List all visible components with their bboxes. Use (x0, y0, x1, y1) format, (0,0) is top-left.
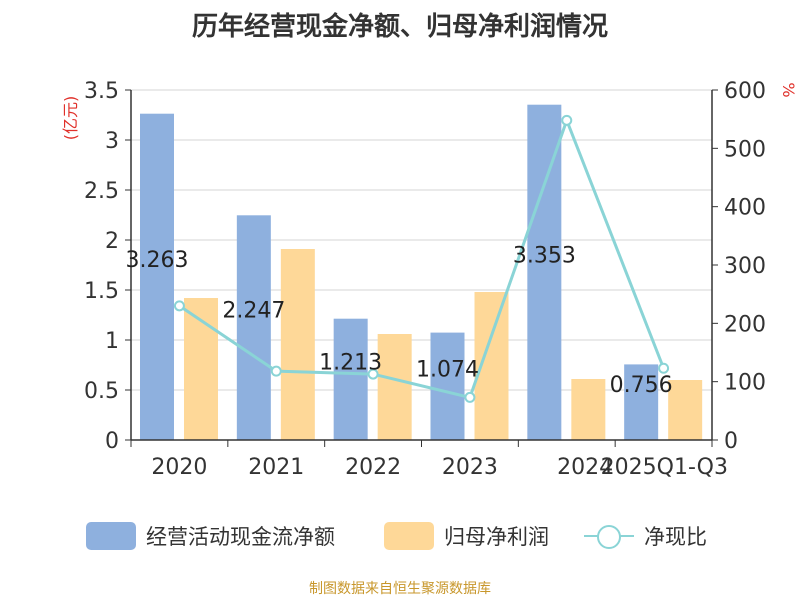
ratio-line (178, 116, 665, 400)
right-tick-label: 400 (724, 196, 766, 221)
x-tick-label: 2024 (557, 455, 613, 480)
legend-label-ratio: 净现比 (644, 525, 707, 549)
x-tick-label: 2023 (442, 455, 498, 480)
legend-swatch-op (86, 522, 136, 550)
right-tick-label: 600 (724, 79, 766, 104)
legend-item-ratio[interactable]: 净现比 (584, 518, 707, 554)
right-axis-unit: % (779, 82, 798, 97)
left-tick-label: 3.5 (84, 79, 119, 104)
legend-swatch-np (384, 522, 434, 550)
x-tick-label: 2025Q1-Q3 (601, 455, 728, 480)
bar-op (430, 332, 465, 440)
legend: 经营活动现金流净额 归母净利润 净现比 (0, 518, 800, 554)
right-tick-label: 500 (724, 137, 766, 162)
left-tick-label: 2.5 (84, 179, 119, 204)
bar-np (571, 379, 606, 440)
data-label-op: 3.263 (126, 248, 189, 273)
legend-item-np[interactable]: 归母净利润 (384, 518, 549, 554)
legend-item-op[interactable]: 经营活动现金流净额 (86, 518, 335, 554)
left-tick-label: 0 (105, 429, 119, 454)
data-label-op: 3.353 (513, 243, 576, 268)
ratio-point (658, 362, 670, 374)
ratio-point (561, 114, 573, 126)
right-tick-label: 300 (724, 254, 766, 279)
left-tick-label: 1 (105, 329, 119, 354)
legend-line-ratio (584, 522, 634, 550)
legend-label-np: 归母净利润 (444, 525, 549, 549)
left-tick-label: 3 (105, 129, 119, 154)
legend-label-op: 经营活动现金流净额 (146, 525, 335, 549)
right-tick-label: 0 (724, 429, 738, 454)
data-label-op: 1.074 (416, 357, 479, 382)
data-label-op: 2.247 (222, 299, 285, 324)
bar-op (140, 113, 174, 440)
ratio-point (367, 368, 379, 380)
bar-np (280, 249, 315, 440)
bar-op (624, 364, 659, 440)
left-tick-label: 2 (105, 229, 119, 254)
source-note: 制图数据来自恒生聚源数据库 (309, 581, 491, 597)
x-tick-label: 2020 (151, 455, 207, 480)
bar-np (668, 380, 703, 440)
data-label-op: 1.213 (319, 350, 382, 375)
ratio-point (464, 391, 476, 403)
bar-op (236, 215, 271, 440)
bar-np (377, 334, 412, 440)
left-axis-unit: (亿元) (61, 96, 80, 141)
ratio-point (270, 365, 282, 377)
left-tick-label: 1.5 (84, 279, 119, 304)
right-tick-label: 100 (724, 371, 766, 396)
bar-op (333, 318, 368, 440)
bar-op (527, 104, 562, 440)
x-tick-label: 2021 (248, 455, 304, 480)
left-tick-label: 0.5 (84, 379, 119, 404)
right-tick-label: 200 (724, 312, 766, 337)
ratio-point (173, 300, 185, 312)
chart-title: 历年经营现金净额、归母净利润情况 (191, 12, 608, 42)
data-label-op: 0.756 (610, 373, 673, 398)
x-tick-label: 2022 (345, 455, 401, 480)
